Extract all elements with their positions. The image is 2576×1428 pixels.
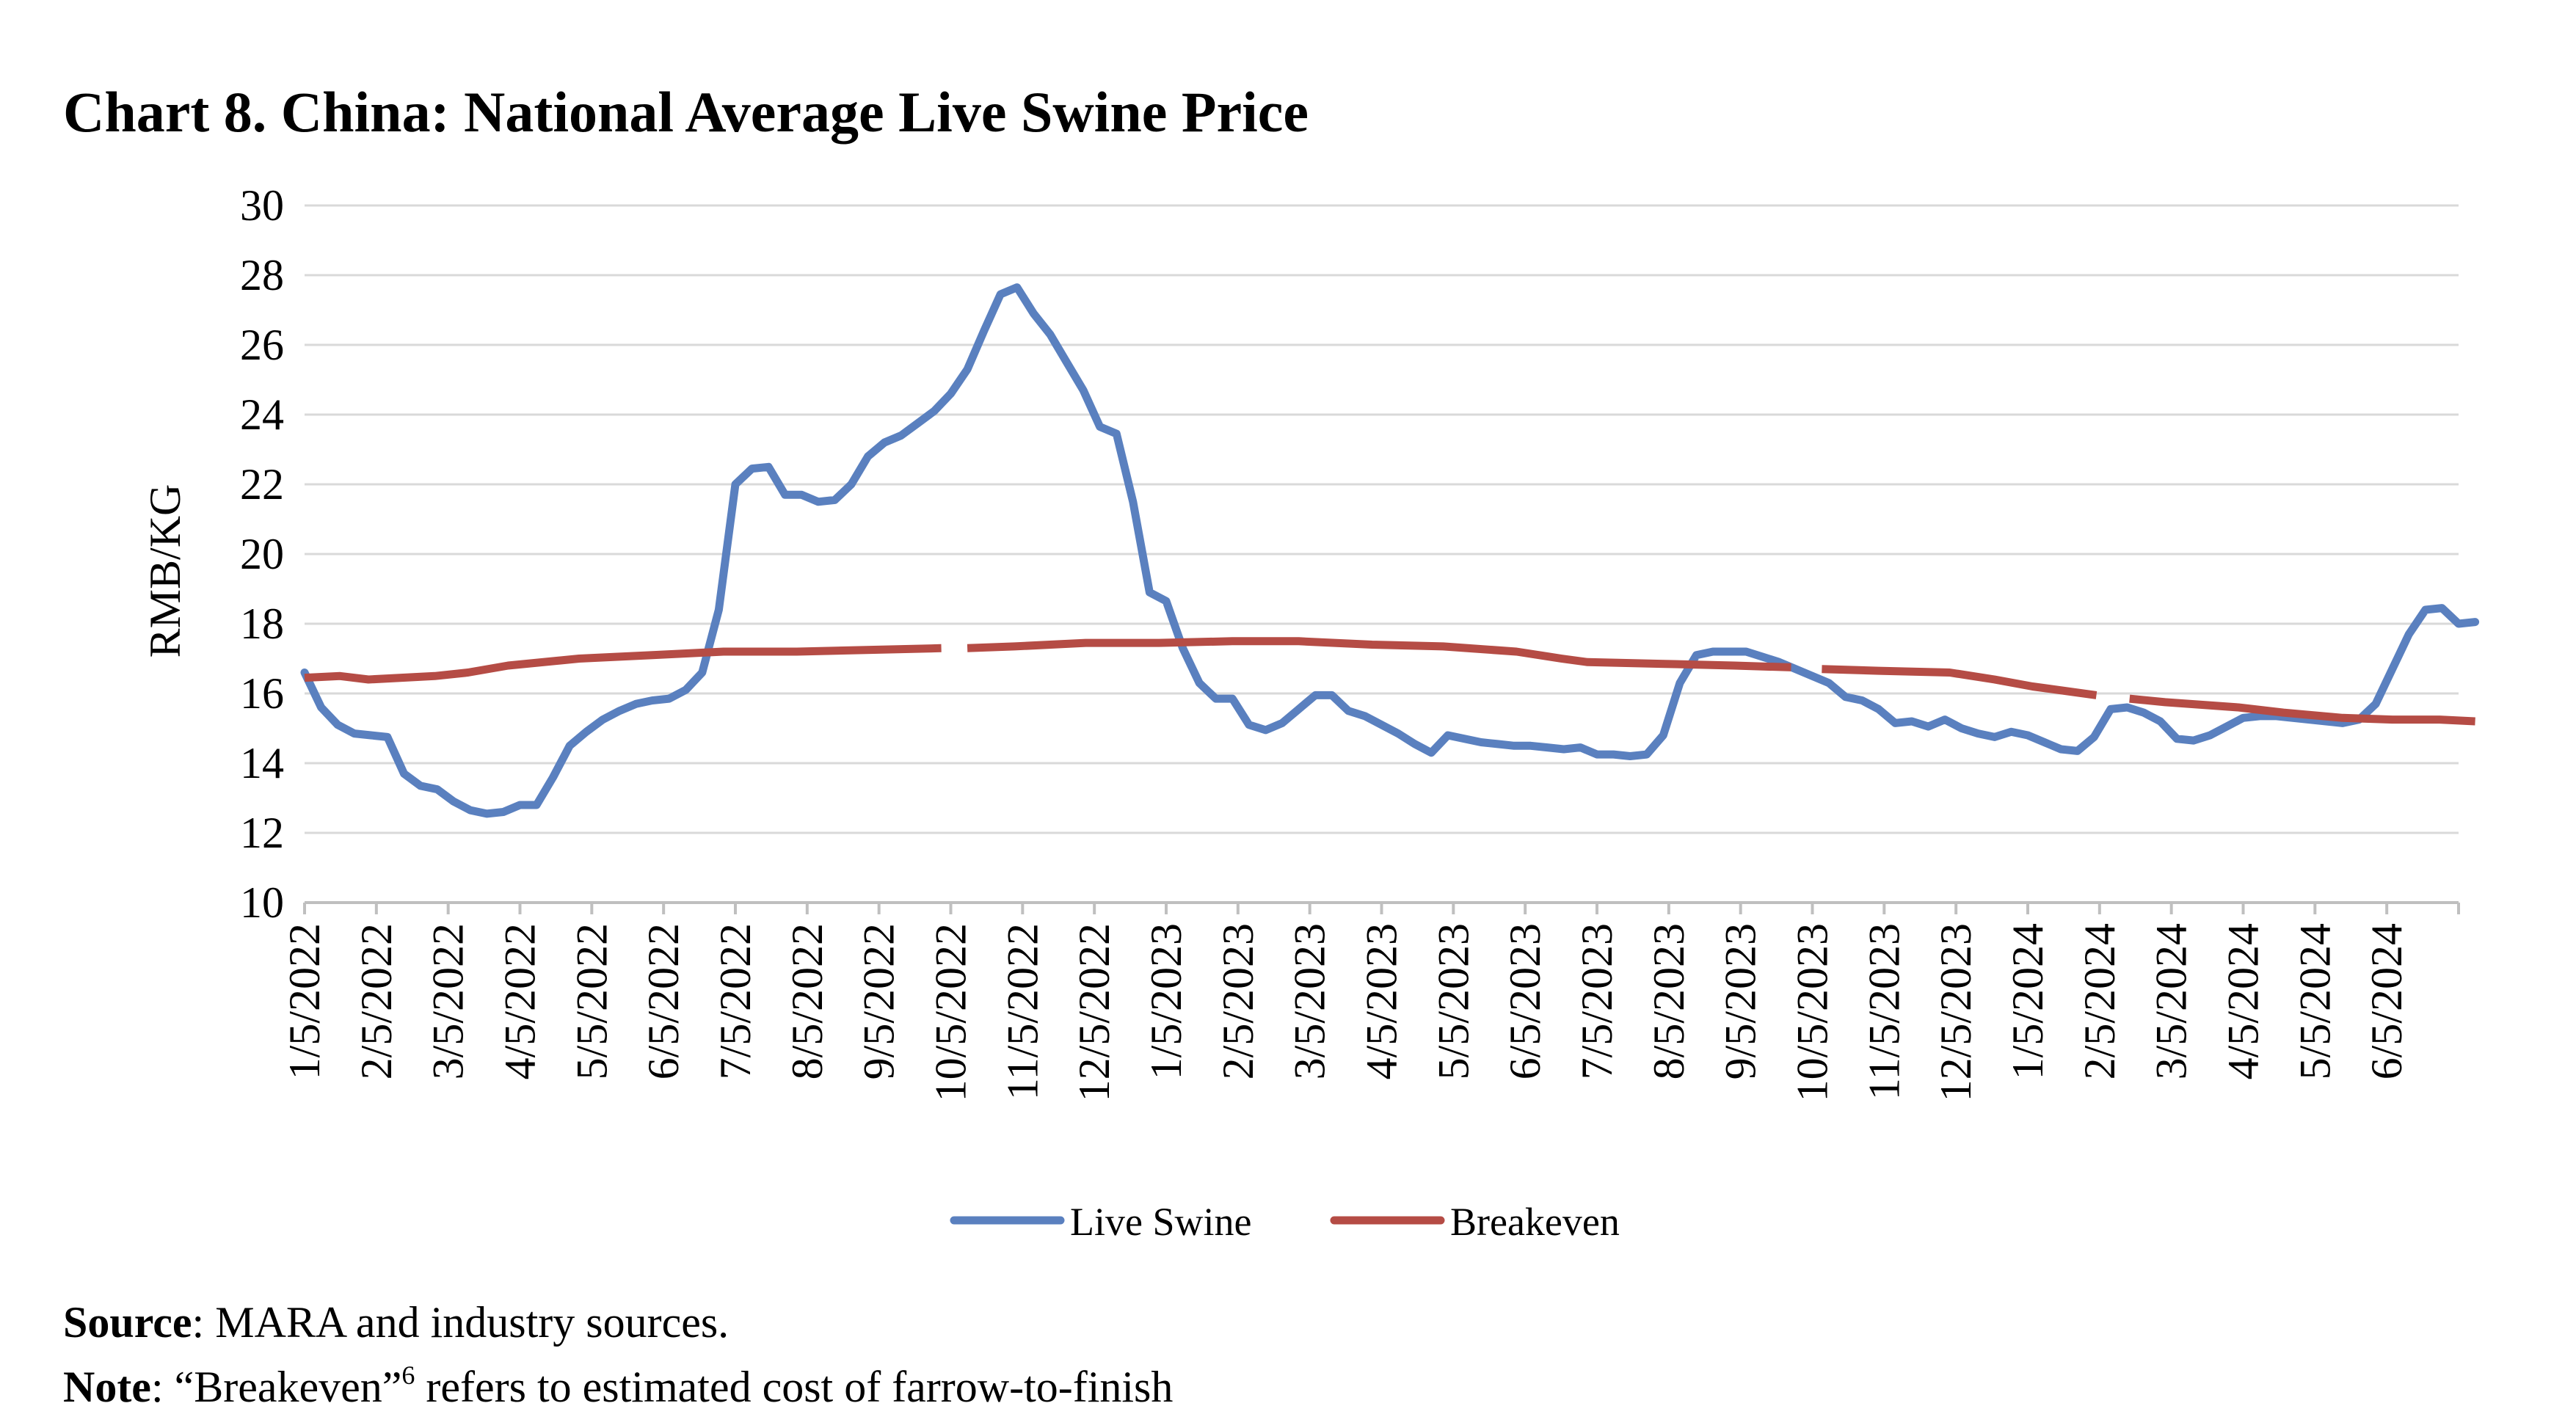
series-layer	[300, 283, 2480, 818]
x-tick-label-20: 9/5/2023	[1717, 923, 1765, 1079]
x-tick-label-4: 5/5/2022	[567, 923, 616, 1079]
x-tick-label-5: 6/5/2022	[639, 923, 688, 1079]
series-line-live-swine	[300, 283, 2480, 818]
y-tick-label-14: 14	[240, 739, 284, 787]
x-tick-label-13: 2/5/2023	[1214, 923, 1262, 1079]
y-axis-title: RMB/KG	[141, 484, 189, 658]
source-label: Source	[63, 1298, 192, 1347]
x-tick-label-16: 5/5/2023	[1429, 923, 1477, 1079]
y-tick-label-22: 22	[240, 460, 284, 509]
x-tick-label-2: 3/5/2022	[424, 923, 473, 1079]
y-tick-label-10: 10	[240, 878, 284, 927]
x-tick-label-17: 6/5/2023	[1501, 923, 1549, 1079]
x-axis: 1/5/2022 2/5/2022 3/5/2022 4/5/2022 5/5/2022…	[280, 901, 2460, 1101]
x-tick-label-1: 2/5/2022	[352, 923, 401, 1079]
source-footnote: Source: MARA and industry sources.	[63, 1297, 729, 1348]
x-tick-label-11: 12/5/2022	[1070, 923, 1118, 1101]
series-line-breakeven-segment-0	[304, 644, 942, 684]
x-tick-label-21: 10/5/2023	[1789, 923, 1837, 1101]
x-tick-label-15: 4/5/2023	[1358, 923, 1406, 1079]
x-tick-label-29: 6/5/2024	[2362, 923, 2411, 1079]
x-tick-label-8: 9/5/2022	[855, 923, 903, 1079]
y-tick-label-16: 16	[240, 669, 284, 718]
x-tick-label-7: 8/5/2022	[783, 923, 832, 1079]
chart-title: Chart 8. China: National Average Live Sw…	[63, 80, 1309, 144]
note-label: Note	[63, 1363, 151, 1411]
source-text: : MARA and industry sources.	[192, 1298, 729, 1347]
x-tick-label-28: 5/5/2024	[2291, 923, 2339, 1079]
series-line-breakeven-segment-1	[967, 637, 1791, 671]
x-tick-label-18: 7/5/2023	[1573, 923, 1621, 1079]
gridlines	[305, 204, 2459, 834]
x-tick-label-6: 7/5/2022	[711, 923, 760, 1079]
x-tick-label-12: 1/5/2023	[1142, 923, 1190, 1079]
x-tick-label-3: 4/5/2022	[496, 923, 545, 1079]
y-tick-label-12: 12	[240, 809, 284, 857]
y-tick-label-18: 18	[240, 600, 284, 648]
y-tick-label-24: 24	[240, 390, 284, 439]
y-tick-label-20: 20	[240, 530, 284, 578]
x-tick-label-19: 8/5/2023	[1645, 923, 1693, 1079]
note-text-after: refers to estimated cost of farrow-to-fi…	[415, 1363, 1174, 1411]
x-tick-label-24: 1/5/2024	[2004, 923, 2052, 1079]
x-tick-label-10: 11/5/2022	[998, 923, 1047, 1100]
x-tick-label-14: 3/5/2023	[1286, 923, 1334, 1079]
y-axis: 10 12 14 16 18 20 22 24 26 28 30	[240, 181, 284, 927]
series-line-breakeven-segment-3	[2129, 694, 2475, 726]
legend-label-live-swine: Live Swine	[1070, 1200, 1251, 1244]
note-text-before: : “Breakeven”	[150, 1363, 402, 1411]
x-tick-label-22: 11/5/2023	[1860, 923, 1908, 1100]
y-tick-label-28: 28	[240, 251, 284, 299]
x-tick-label-0: 1/5/2022	[280, 923, 329, 1079]
legend: Live Swine Breakeven	[950, 1200, 1620, 1244]
y-tick-label-30: 30	[240, 181, 284, 230]
note-footnote: Note: “Breakeven”6 refers to estimated c…	[63, 1362, 1173, 1413]
legend-label-breakeven: Breakeven	[1450, 1200, 1620, 1244]
x-tick-label-23: 12/5/2023	[1932, 923, 1980, 1101]
note-superscript: 6	[401, 1360, 415, 1390]
x-tick-label-27: 4/5/2024	[2219, 923, 2268, 1079]
x-tick-label-26: 3/5/2024	[2147, 923, 2196, 1079]
x-tick-label-25: 2/5/2024	[2075, 923, 2124, 1079]
series-line-breakeven-segment-2	[1822, 665, 2097, 699]
x-tick-label-9: 10/5/2022	[927, 923, 975, 1101]
y-tick-label-26: 26	[240, 321, 284, 369]
